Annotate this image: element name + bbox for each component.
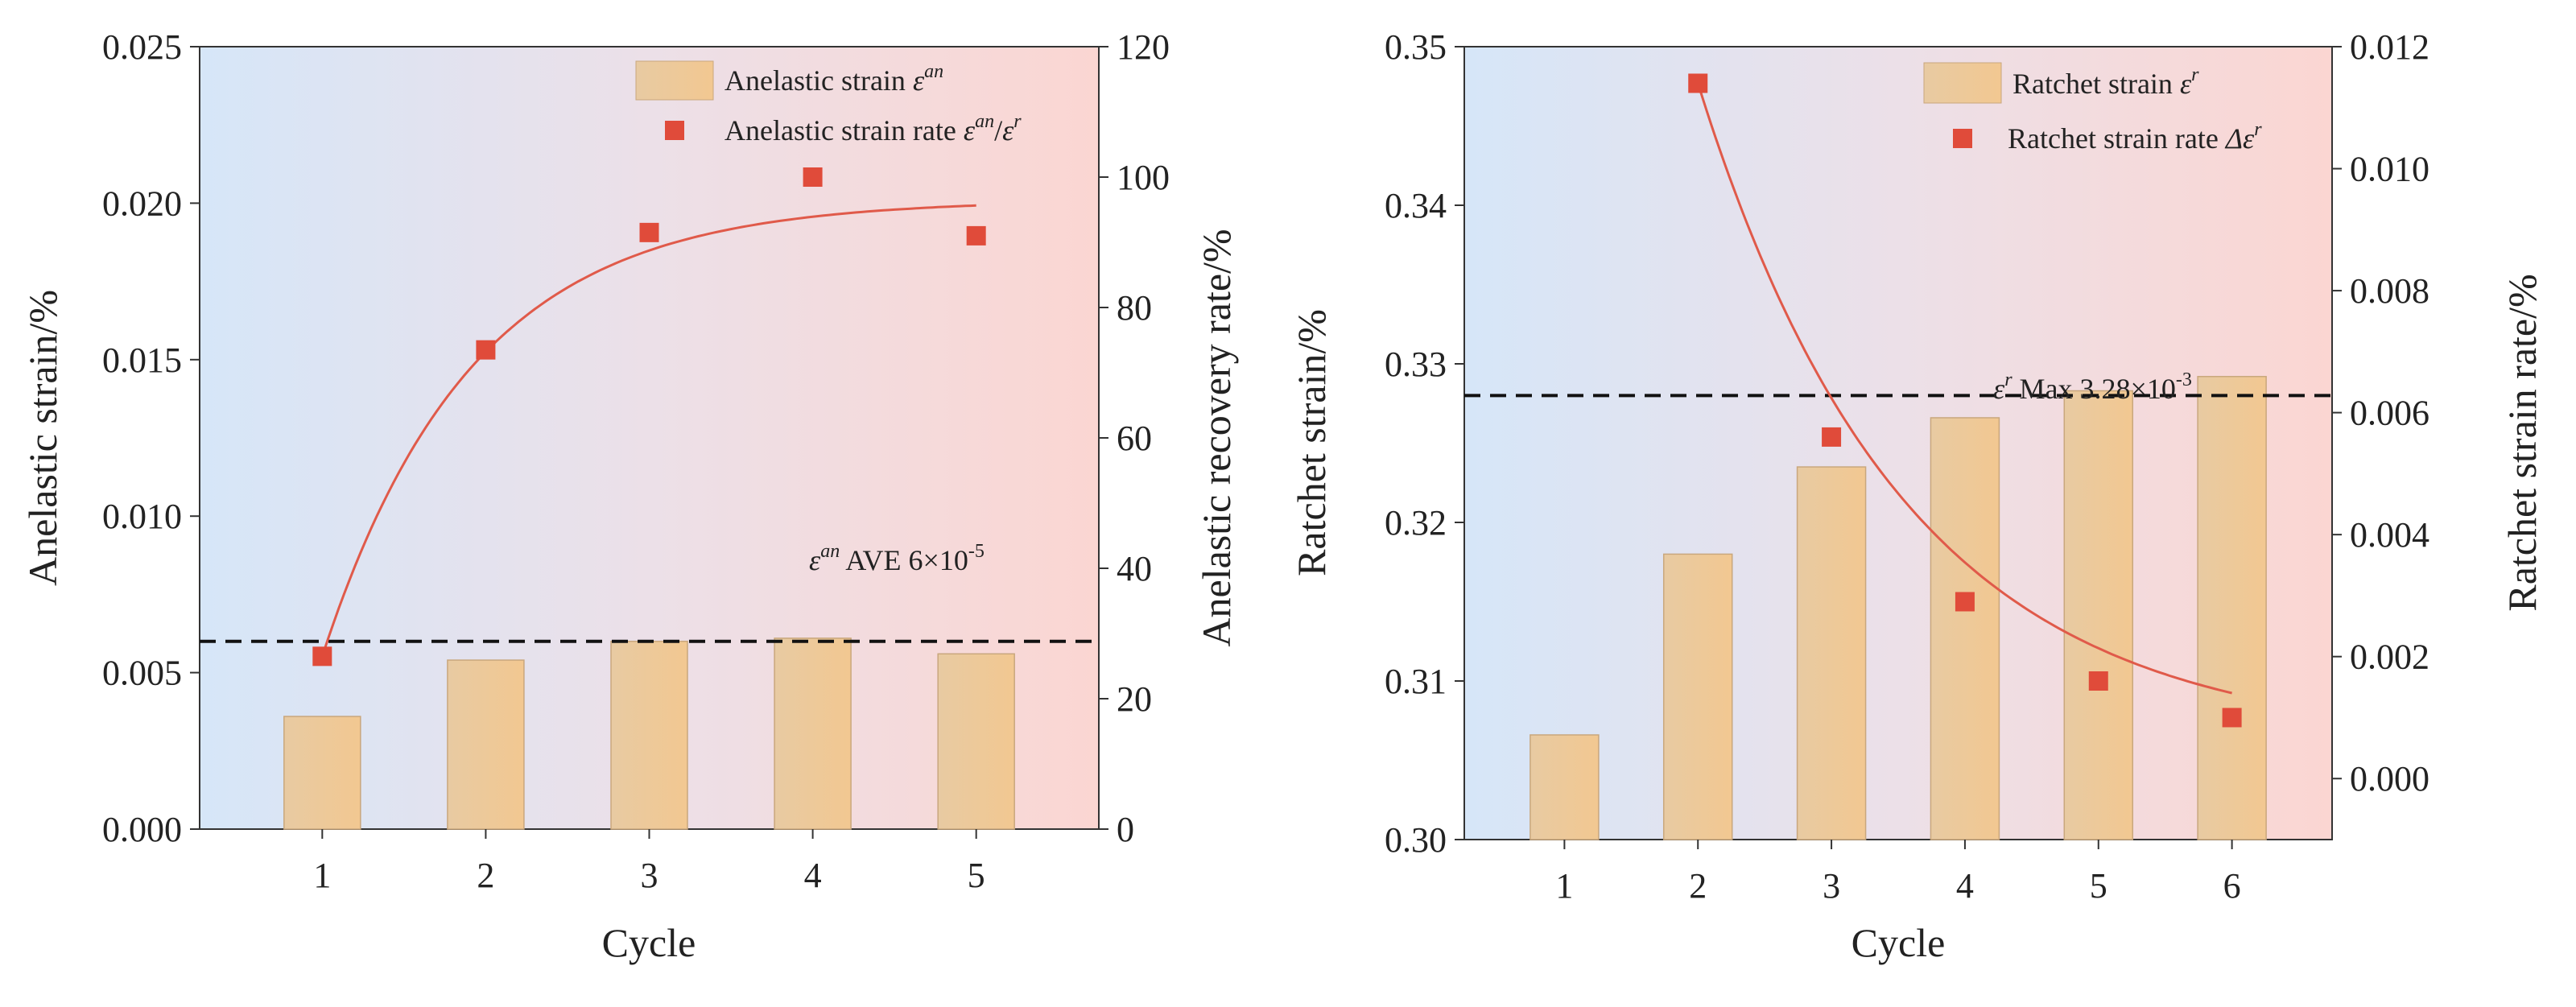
right-y-ticks: 0.30 0.31 0.32 0.33 0.34 0.35 bbox=[1385, 27, 1464, 860]
right-y2-ticks: 0.000 0.002 0.004 0.006 0.008 0.010 0.012 bbox=[2332, 27, 2429, 799]
right-legend-bar-swatch bbox=[1923, 62, 2002, 104]
right-y2-tick-label: 0.000 bbox=[2350, 759, 2429, 799]
right-bar-cycle-1 bbox=[1530, 734, 1600, 840]
right-chart: 0.30 0.31 0.32 0.33 0.34 0.35 0.000 0.002 0.004… bbox=[1289, 27, 2545, 965]
left-point-cycle-1 bbox=[312, 646, 332, 667]
left-point-cycle-2 bbox=[476, 340, 496, 360]
right-annotation: εr Max 3.28×10-3 bbox=[1993, 369, 2192, 405]
right-x-axis-label: Cycle bbox=[1852, 920, 1946, 965]
left-bar-cycle-2 bbox=[447, 659, 525, 830]
right-bars bbox=[1530, 376, 2267, 840]
right-y2-tick-label: 0.006 bbox=[2350, 394, 2429, 433]
left-y2-tick-label: 100 bbox=[1117, 158, 1170, 197]
left-x-tick-label: 2 bbox=[477, 856, 494, 895]
left-points bbox=[312, 167, 986, 667]
left-legend-point-marker bbox=[665, 121, 684, 140]
left-legend-bar-label: Anelastic strain εan bbox=[724, 61, 943, 97]
right-y-tick-label: 0.30 bbox=[1385, 820, 1447, 860]
left-x-tick-label: 5 bbox=[968, 856, 985, 895]
left-chart: 0.000 0.005 0.010 0.015 0.020 0.025 0 20 40 60 80… bbox=[20, 27, 1239, 965]
right-point-cycle-2 bbox=[1688, 73, 1708, 93]
left-x-tick-label: 4 bbox=[804, 856, 822, 895]
left-x-tick-label: 3 bbox=[641, 856, 658, 895]
right-y-tick-label: 0.35 bbox=[1385, 27, 1447, 67]
right-legend-rate-label: Ratchet strain rate Δεr bbox=[2008, 119, 2262, 155]
right-plot-area bbox=[1463, 46, 2333, 840]
left-point-cycle-4 bbox=[803, 167, 823, 187]
right-y-axis-label: Ratchet strain/% bbox=[1289, 309, 1334, 576]
left-y2-tick-label: 20 bbox=[1117, 679, 1152, 719]
left-fit-curve bbox=[320, 204, 976, 657]
left-y-tick-label: 0.025 bbox=[102, 27, 182, 67]
left-legend-bar-swatch bbox=[635, 60, 714, 101]
left-bar-cycle-5 bbox=[937, 653, 1015, 830]
left-y2-tick-label: 40 bbox=[1117, 549, 1152, 588]
right-x-tick-label: 4 bbox=[1956, 866, 1974, 906]
right-fit-curve bbox=[1696, 83, 2232, 695]
right-y2-tick-label: 0.010 bbox=[2350, 150, 2429, 189]
right-y-tick-label: 0.34 bbox=[1385, 186, 1447, 225]
right-bar-cycle-3 bbox=[1796, 466, 1867, 840]
right-y2-tick-label: 0.008 bbox=[2350, 271, 2429, 311]
right-legend: Ratchet strain εr Ratchet strain rate Δε… bbox=[1923, 62, 2262, 155]
left-x-tick-label: 1 bbox=[313, 856, 331, 895]
right-legend-bar-label: Ratchet strain εr bbox=[2013, 64, 2199, 100]
left-bars bbox=[283, 638, 1015, 830]
right-x-tick-label: 2 bbox=[1689, 866, 1707, 906]
right-bar-cycle-5 bbox=[2063, 390, 2134, 840]
left-y2-axis-label: Anelastic recovery rate/% bbox=[1194, 229, 1239, 646]
left-y-tick-label: 0.015 bbox=[102, 340, 182, 380]
left-y-ticks: 0.000 0.005 0.010 0.015 0.020 0.025 bbox=[102, 27, 200, 849]
right-legend-point-marker bbox=[1953, 129, 1972, 148]
left-x-ticks: 1 2 3 4 5 bbox=[313, 829, 985, 895]
right-y-tick-label: 0.33 bbox=[1385, 345, 1447, 384]
right-x-tick-label: 6 bbox=[2223, 866, 2241, 906]
left-y2-tick-label: 80 bbox=[1117, 288, 1152, 328]
right-bar-cycle-6 bbox=[2197, 376, 2267, 840]
right-point-cycle-4 bbox=[1955, 592, 1975, 612]
left-bar-cycle-1 bbox=[283, 716, 361, 830]
left-y-tick-label: 0.020 bbox=[102, 184, 182, 223]
right-point-cycle-6 bbox=[2222, 708, 2242, 728]
left-y-tick-label: 0.000 bbox=[102, 810, 182, 849]
right-y2-tick-label: 0.002 bbox=[2350, 638, 2429, 677]
left-point-cycle-3 bbox=[639, 222, 659, 242]
left-x-axis-label: Cycle bbox=[602, 920, 696, 965]
left-point-cycle-5 bbox=[966, 225, 986, 246]
left-legend: Anelastic strain εan Anelastic strain ra… bbox=[635, 60, 1022, 147]
right-points bbox=[1688, 73, 2242, 728]
right-point-cycle-5 bbox=[2088, 671, 2108, 691]
right-y2-tick-label: 0.004 bbox=[2350, 515, 2429, 555]
right-x-tick-label: 3 bbox=[1823, 866, 1840, 906]
right-bar-cycle-4 bbox=[1930, 417, 2000, 840]
left-bar-cycle-3 bbox=[610, 640, 688, 830]
right-bar-cycle-2 bbox=[1662, 553, 1733, 840]
left-y-tick-label: 0.005 bbox=[102, 654, 182, 693]
left-y2-ticks: 0 20 40 60 80 100 120 bbox=[1099, 27, 1170, 849]
left-y2-tick-label: 60 bbox=[1117, 419, 1152, 458]
right-y-tick-label: 0.31 bbox=[1385, 662, 1447, 701]
left-legend-rate-label: Anelastic strain rate εan/εr bbox=[724, 111, 1022, 147]
left-annotation: εan AVE 6×10-5 bbox=[809, 541, 985, 576]
right-point-cycle-3 bbox=[1822, 427, 1842, 447]
right-x-tick-label: 1 bbox=[1555, 866, 1573, 906]
left-y2-tick-label: 0 bbox=[1117, 810, 1134, 849]
left-y-axis-label: Anelastic strain/% bbox=[20, 290, 65, 586]
left-y-tick-label: 0.010 bbox=[102, 497, 182, 536]
right-y-tick-label: 0.32 bbox=[1385, 503, 1447, 543]
right-x-tick-label: 5 bbox=[2090, 866, 2107, 906]
right-y2-tick-label: 0.012 bbox=[2350, 27, 2429, 67]
right-x-ticks: 1 2 3 4 5 6 bbox=[1555, 840, 2241, 906]
right-y2-axis-label: Ratchet strain rate/% bbox=[2500, 274, 2545, 611]
left-bar-cycle-4 bbox=[774, 638, 852, 830]
left-y2-tick-label: 120 bbox=[1117, 27, 1170, 67]
